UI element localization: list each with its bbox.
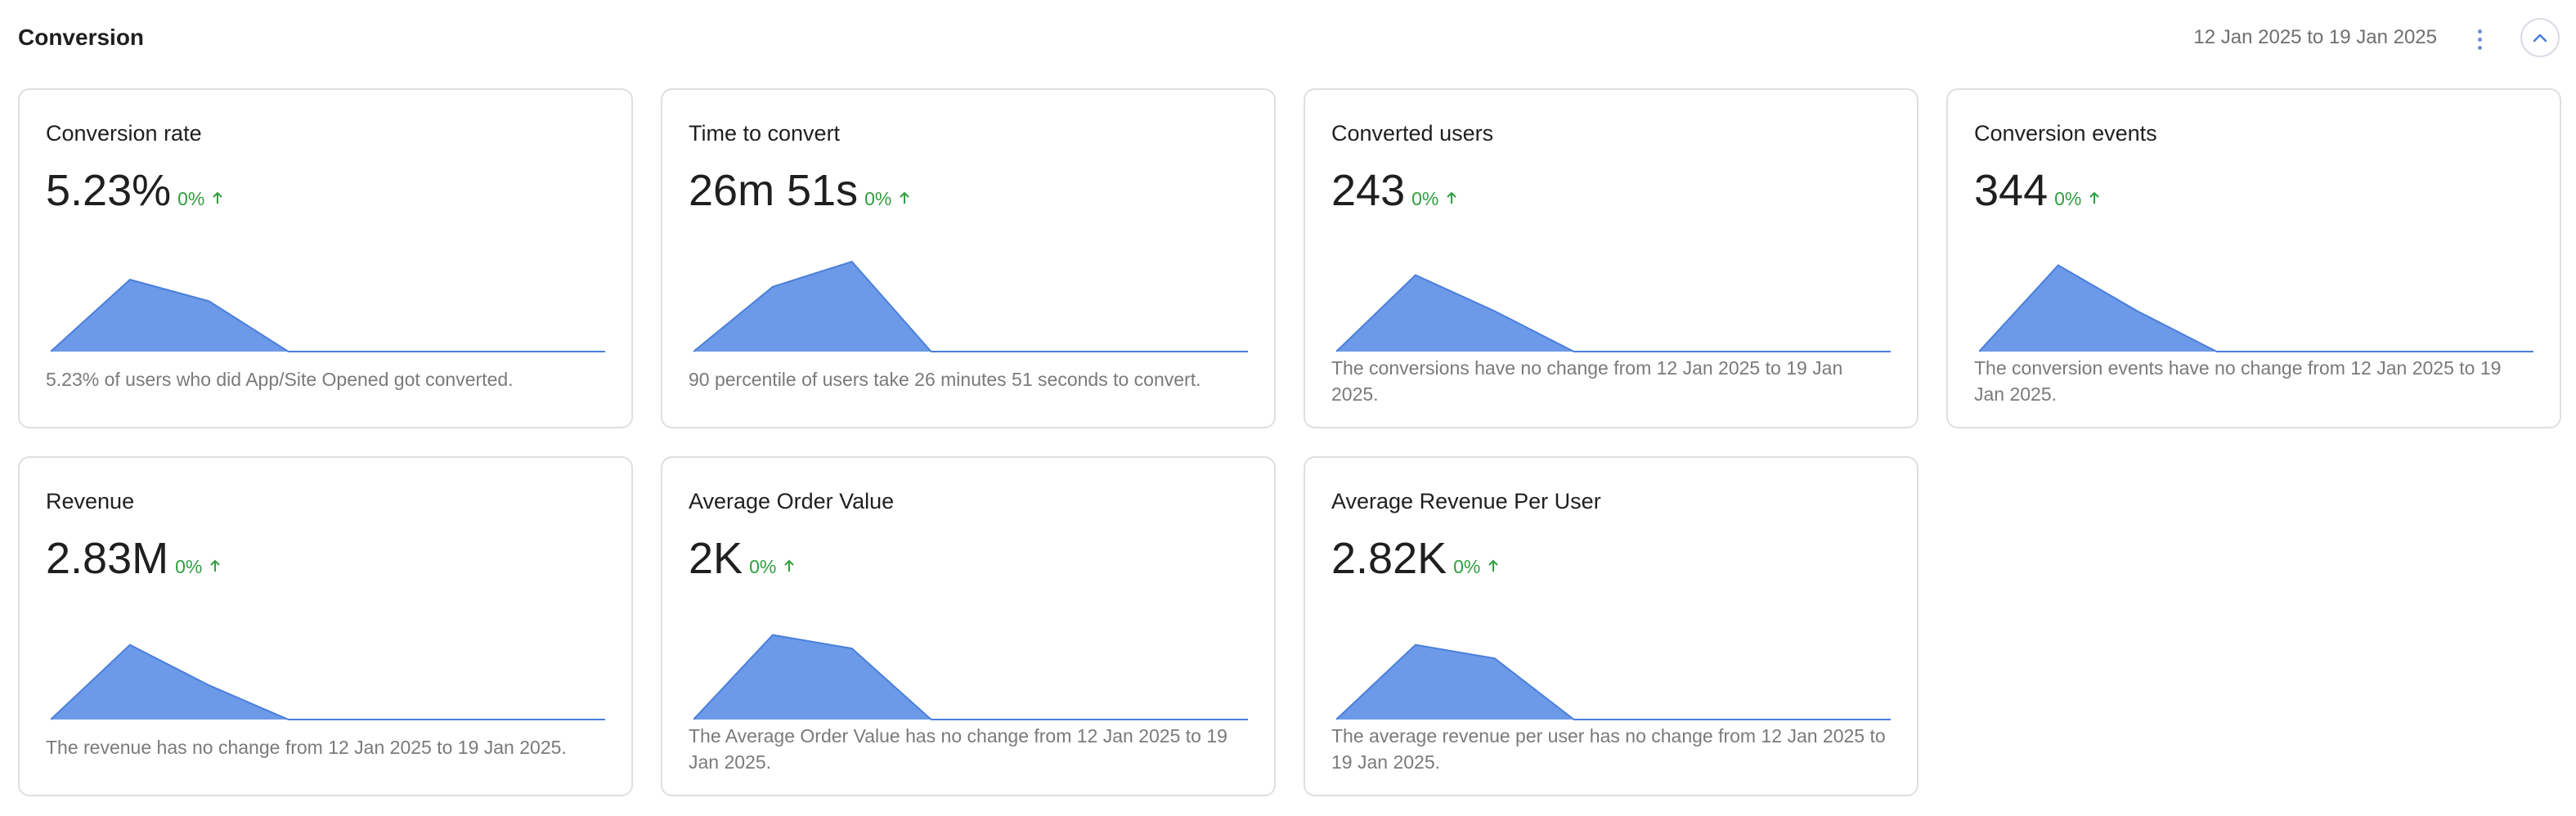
arrow-up-icon bbox=[213, 191, 223, 204]
trend-sparkline bbox=[1979, 264, 2533, 352]
chevron-up-icon bbox=[2533, 34, 2547, 43]
metric-row: 2.82K 0% bbox=[1331, 533, 1500, 584]
arrow-up-icon bbox=[784, 559, 795, 572]
trend-sparkline bbox=[1336, 643, 1891, 720]
more-options-button[interactable] bbox=[2468, 21, 2491, 57]
sparkline-line bbox=[1979, 264, 2533, 352]
sparkline-area bbox=[51, 644, 605, 720]
sparkline-line bbox=[693, 634, 1248, 720]
sparkline-line bbox=[1336, 643, 1891, 720]
card-description: The average revenue per user has no chan… bbox=[1331, 725, 1886, 773]
metric-change: 0% bbox=[2054, 188, 2082, 209]
sparkline-area bbox=[1979, 265, 2533, 352]
card-title: Average Revenue Per User bbox=[1331, 489, 1601, 513]
trend-sparkline bbox=[51, 643, 605, 720]
card-description: The Average Order Value has no change fr… bbox=[689, 725, 1227, 773]
card-description: The conversion events have no change fro… bbox=[1974, 357, 2502, 405]
arrow-up-icon bbox=[900, 191, 910, 204]
date-range[interactable]: 12 Jan 2025 to 19 Jan 2025 bbox=[2193, 26, 2437, 48]
sparkline-area bbox=[1336, 275, 1891, 352]
metric-card[interactable]: Converted users 243 0% The conversions have… bbox=[1304, 88, 1919, 428]
metric-card[interactable]: Conversion rate 5.23% 0% 5.23% of users who… bbox=[18, 88, 633, 428]
metric-value: 2.83M bbox=[46, 534, 169, 583]
arrow-up-icon bbox=[1488, 559, 1499, 572]
sparkline-line bbox=[1336, 274, 1891, 352]
trend-sparkline bbox=[1336, 274, 1891, 352]
sparkline-line bbox=[693, 260, 1248, 352]
sparkline-area bbox=[51, 280, 605, 352]
card-description: The conversions have no change from 12 J… bbox=[1331, 357, 1843, 405]
card-title: Conversion events bbox=[1974, 121, 2157, 146]
metric-row: 26m 51s 0% bbox=[689, 165, 911, 216]
metric-row: 2.83M 0% bbox=[46, 533, 222, 584]
metric-value: 2K bbox=[689, 534, 743, 583]
sparkline-line bbox=[51, 643, 605, 720]
metric-row: 243 0% bbox=[1331, 165, 1458, 216]
card-title: Revenue bbox=[46, 489, 135, 513]
card-title: Average Order Value bbox=[689, 489, 895, 513]
card-title: Converted users bbox=[1331, 121, 1494, 146]
card-title: Time to convert bbox=[689, 121, 841, 146]
trend-sparkline bbox=[51, 278, 605, 352]
metric-value: 26m 51s bbox=[689, 166, 859, 215]
metric-value: 344 bbox=[1974, 166, 2049, 215]
arrow-up-icon bbox=[1447, 191, 1457, 204]
metric-card[interactable]: Time to convert 26m 51s 0% 90 percentile of… bbox=[661, 88, 1276, 428]
metric-card[interactable]: Average Revenue Per User 2.82K 0% The avera… bbox=[1304, 456, 1919, 796]
metric-row: 344 0% bbox=[1974, 165, 2101, 216]
metric-card[interactable]: Revenue 2.83M 0% The revenue has no change … bbox=[18, 456, 633, 796]
trend-sparkline bbox=[693, 634, 1248, 720]
card-description: 90 percentile of users take 26 minutes 5… bbox=[689, 369, 1201, 390]
metric-value: 5.23% bbox=[46, 166, 172, 215]
section-header: Conversion 12 Jan 2025 to 19 Jan 2025 bbox=[0, 0, 2576, 78]
metric-change: 0% bbox=[749, 556, 777, 577]
metric-card[interactable]: Average Order Value 2K 0% The Average Order… bbox=[661, 456, 1276, 796]
collapse-button[interactable] bbox=[2520, 18, 2560, 57]
sparkline-area bbox=[693, 634, 1248, 720]
sparkline-area bbox=[1336, 644, 1891, 720]
card-description: 5.23% of users who did App/Site Opened g… bbox=[46, 369, 514, 390]
metric-change: 0% bbox=[864, 188, 892, 209]
metric-change: 0% bbox=[1453, 556, 1481, 577]
metric-value: 243 bbox=[1331, 166, 1406, 215]
card-description: The revenue has no change from 12 Jan 20… bbox=[46, 737, 567, 758]
metric-change: 0% bbox=[1411, 188, 1439, 209]
arrow-up-icon bbox=[210, 559, 221, 572]
sparkline-area bbox=[693, 262, 1248, 352]
page-title: Conversion bbox=[18, 25, 145, 50]
card-title: Conversion rate bbox=[46, 121, 202, 146]
arrow-up-icon bbox=[2089, 191, 2100, 204]
trend-sparkline bbox=[693, 260, 1248, 352]
more-vertical-icon bbox=[2477, 29, 2482, 34]
metric-card[interactable]: Conversion events 344 0% The conversion eve… bbox=[1946, 88, 2561, 428]
metric-value: 2.82K bbox=[1331, 534, 1447, 583]
metric-change: 0% bbox=[175, 556, 203, 577]
metric-row: 5.23% 0% bbox=[46, 165, 224, 216]
sparkline-line bbox=[51, 278, 605, 352]
metric-change: 0% bbox=[177, 188, 205, 209]
metric-row: 2K 0% bbox=[689, 533, 796, 584]
